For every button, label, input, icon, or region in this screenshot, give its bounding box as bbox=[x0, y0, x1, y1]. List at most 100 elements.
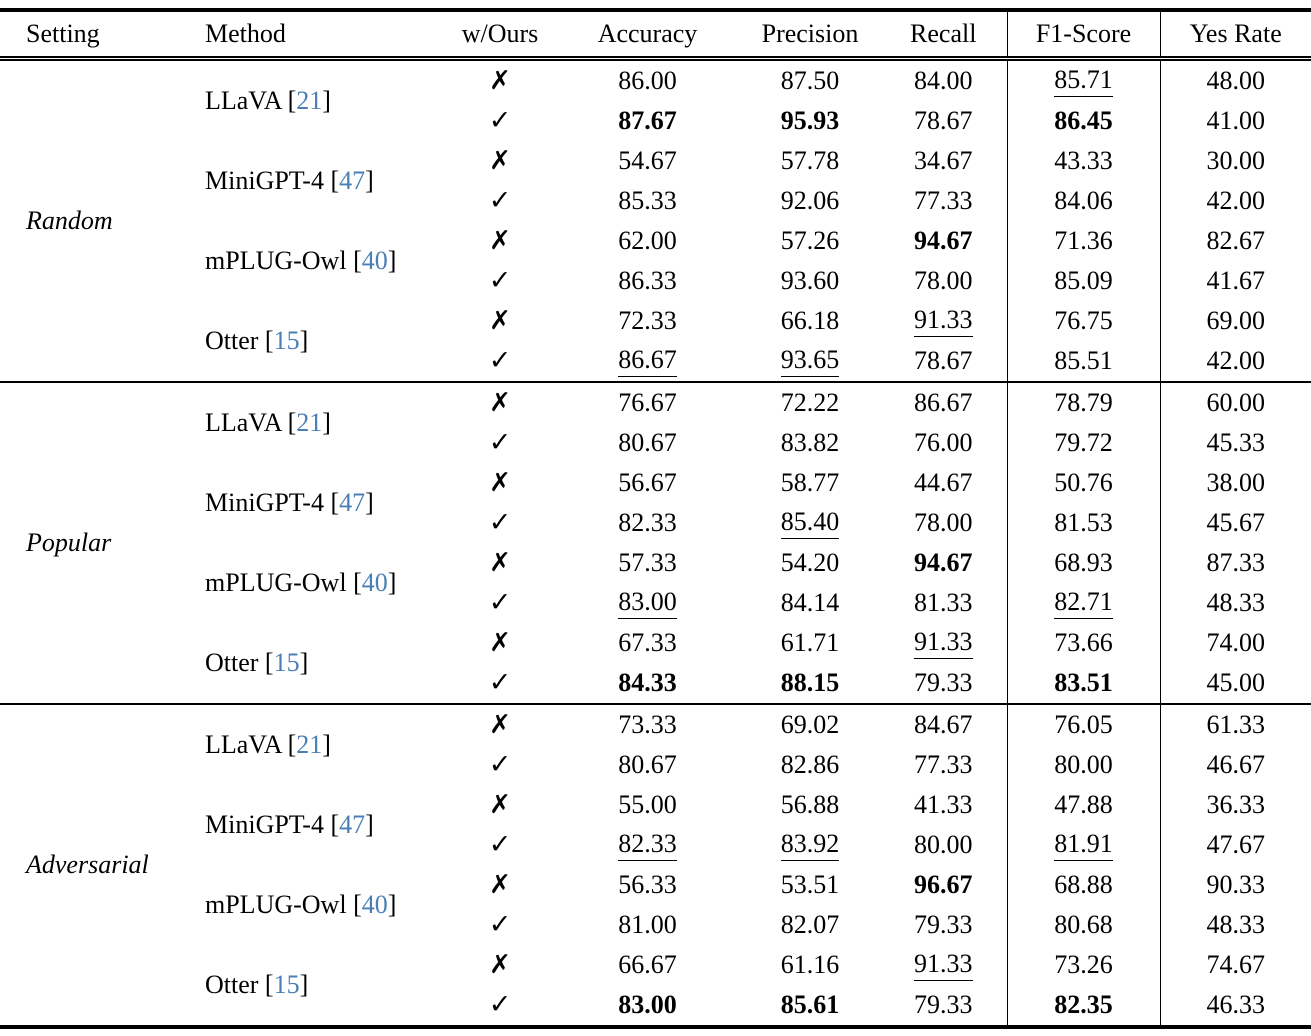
metric-value: 66.67 bbox=[618, 950, 677, 979]
table-row: Otter [15] ✗ 66.67 61.16 91.33 73.26 74.67 bbox=[0, 945, 1311, 999]
metric-cell: 34.67 bbox=[880, 141, 1007, 181]
metric-cell: 41.67 bbox=[1159, 261, 1311, 301]
metric-value: 83.82 bbox=[780, 428, 840, 457]
metric-cell: 54.67 bbox=[555, 141, 740, 181]
citation-link[interactable]: 47 bbox=[339, 488, 366, 517]
metric-value: 86.67 bbox=[618, 346, 677, 377]
metric-value: 43.33 bbox=[1054, 146, 1113, 175]
results-table: Setting Method w/Ours Accuracy Precision… bbox=[0, 8, 1311, 1029]
metric-value: 77.33 bbox=[914, 186, 973, 215]
table-row: ✓ 82.33 83.92 80.00 81.91 47.67 bbox=[0, 825, 1311, 865]
w-ours-cell: ✓ bbox=[445, 503, 555, 543]
setting-cell: Adversarial bbox=[0, 704, 175, 1027]
metric-value: 46.33 bbox=[1206, 990, 1266, 1019]
metric-value: 83.51 bbox=[1054, 668, 1113, 697]
metric-value: 72.22 bbox=[780, 388, 840, 417]
metric-cell: 85.71 bbox=[1006, 58, 1160, 101]
method-name: LLaVA bbox=[205, 408, 282, 437]
method-cell: mPLUG-Owl [40] bbox=[175, 543, 445, 623]
metric-value: 83.00 bbox=[618, 990, 677, 1019]
section-random: Random LLaVA [21] ✗ 86.00 87.50 84.00 85.71 48.… bbox=[0, 58, 1311, 382]
check-icon: ✓ bbox=[488, 749, 512, 780]
citation-link[interactable]: 40 bbox=[361, 568, 388, 597]
metric-value: 90.33 bbox=[1206, 870, 1266, 899]
metric-cell: 45.33 bbox=[1159, 423, 1311, 463]
method-cell: mPLUG-Owl [40] bbox=[175, 221, 445, 301]
method-name: mPLUG-Owl bbox=[205, 568, 347, 597]
metric-value: 84.00 bbox=[914, 66, 973, 95]
metric-cell: 54.20 bbox=[740, 543, 880, 583]
citation-open-bracket: [ bbox=[353, 568, 362, 597]
table-row: mPLUG-Owl [40] ✗ 57.33 54.20 94.67 68.93 87.33 bbox=[0, 543, 1311, 597]
citation-link[interactable]: 40 bbox=[361, 890, 388, 919]
metric-value: 82.07 bbox=[780, 910, 840, 939]
metric-value: 82.86 bbox=[780, 750, 840, 779]
citation-close-bracket: ] bbox=[365, 166, 374, 195]
citation-link[interactable]: 40 bbox=[361, 246, 388, 275]
metric-value: 48.33 bbox=[1206, 588, 1266, 617]
metric-cell: 82.67 bbox=[1159, 221, 1311, 261]
citation-link[interactable]: 21 bbox=[296, 408, 323, 437]
metric-value: 86.33 bbox=[618, 266, 677, 295]
setting-label: Adversarial bbox=[26, 850, 149, 879]
metric-value: 42.00 bbox=[1206, 346, 1266, 375]
metric-value: 79.72 bbox=[1054, 428, 1113, 457]
citation-link[interactable]: 21 bbox=[296, 730, 323, 759]
metric-value: 68.88 bbox=[1054, 870, 1113, 899]
metric-cell: 79.72 bbox=[1006, 423, 1160, 463]
w-ours-cell: ✗ bbox=[445, 865, 555, 905]
metric-value: 84.67 bbox=[914, 710, 973, 739]
setting-cell: Popular bbox=[0, 382, 175, 704]
check-icon: ✓ bbox=[488, 427, 512, 458]
metric-cell: 46.33 bbox=[1159, 985, 1311, 1027]
metric-value: 85.71 bbox=[1054, 66, 1113, 97]
metric-value: 46.67 bbox=[1206, 750, 1266, 779]
metric-value: 84.14 bbox=[780, 588, 840, 617]
w-ours-cell: ✗ bbox=[445, 704, 555, 745]
citation-link[interactable]: 15 bbox=[273, 970, 300, 999]
citation-link[interactable]: 15 bbox=[273, 648, 300, 677]
metric-value: 61.71 bbox=[780, 628, 840, 657]
w-ours-cell: ✓ bbox=[445, 985, 555, 1027]
method-name: LLaVA bbox=[205, 730, 282, 759]
metric-value: 94.67 bbox=[914, 548, 973, 577]
metric-cell: 76.67 bbox=[555, 382, 740, 423]
metric-cell: 87.67 bbox=[555, 101, 740, 141]
method-cell: Otter [15] bbox=[175, 623, 445, 704]
metric-value: 85.09 bbox=[1054, 266, 1113, 295]
cross-icon: ✗ bbox=[489, 870, 511, 900]
metric-cell: 84.33 bbox=[555, 663, 740, 704]
section-popular: Popular LLaVA [21] ✗ 76.67 72.22 86.67 78.79 60… bbox=[0, 382, 1311, 704]
method-name: mPLUG-Owl bbox=[205, 890, 347, 919]
metric-value: 67.33 bbox=[618, 628, 677, 657]
citation-open-bracket: [ bbox=[330, 488, 340, 517]
col-header-precision: Precision bbox=[761, 19, 859, 48]
method-name: mPLUG-Owl bbox=[205, 246, 347, 275]
metric-value: 85.33 bbox=[618, 186, 677, 215]
metric-value: 34.67 bbox=[914, 146, 973, 175]
citation-link[interactable]: 15 bbox=[273, 326, 300, 355]
citation-link[interactable]: 47 bbox=[339, 810, 366, 839]
metric-cell: 76.75 bbox=[1006, 301, 1160, 341]
metric-cell: 84.00 bbox=[880, 59, 1007, 102]
metric-cell: 36.33 bbox=[1159, 785, 1311, 825]
cross-icon: ✗ bbox=[489, 710, 511, 740]
metric-value: 86.00 bbox=[618, 66, 677, 95]
metric-cell: 76.05 bbox=[1006, 704, 1160, 745]
metric-value: 36.33 bbox=[1206, 790, 1266, 819]
citation-open-bracket: [ bbox=[264, 970, 274, 999]
metric-value: 78.79 bbox=[1054, 388, 1113, 417]
metric-value: 73.66 bbox=[1054, 628, 1113, 657]
method-name: Otter bbox=[205, 648, 259, 677]
metric-cell: 82.71 bbox=[1006, 583, 1160, 623]
metric-cell: 96.67 bbox=[880, 865, 1007, 905]
metric-value: 61.16 bbox=[780, 950, 840, 979]
w-ours-cell: ✗ bbox=[445, 59, 555, 102]
metric-cell: 83.51 bbox=[1006, 663, 1160, 704]
metric-cell: 80.67 bbox=[555, 423, 740, 463]
check-icon: ✓ bbox=[488, 507, 512, 538]
citation-link[interactable]: 47 bbox=[339, 166, 366, 195]
metric-value: 85.51 bbox=[1054, 346, 1113, 375]
metric-value: 45.00 bbox=[1206, 668, 1266, 697]
citation-link[interactable]: 21 bbox=[296, 86, 323, 115]
